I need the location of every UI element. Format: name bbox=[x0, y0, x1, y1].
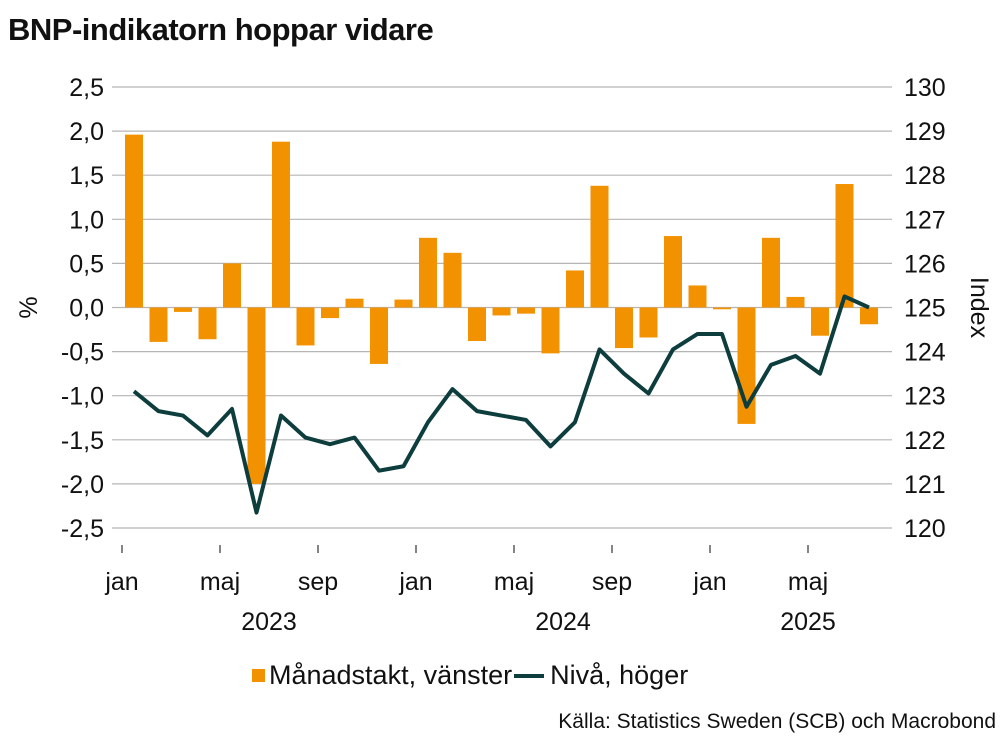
bar bbox=[296, 307, 315, 346]
bar bbox=[517, 307, 535, 314]
bar bbox=[615, 307, 633, 349]
x-month-label: jan bbox=[398, 568, 432, 596]
left-tick-label: 2,5 bbox=[69, 74, 104, 102]
left-tick-label: 1,5 bbox=[69, 162, 104, 190]
left-tick-label: -1,0 bbox=[61, 383, 104, 411]
right-axis-title: Index bbox=[965, 277, 993, 339]
right-tick-label: 125 bbox=[904, 295, 946, 323]
x-year-label: 2023 bbox=[241, 608, 297, 636]
bar bbox=[149, 307, 168, 342]
legend-bar-label: Månadstakt, vänster bbox=[269, 660, 513, 690]
bar bbox=[247, 307, 266, 484]
x-month-label: sep bbox=[298, 568, 338, 596]
bar bbox=[835, 184, 854, 308]
x-month-label: maj bbox=[200, 568, 240, 596]
x-month-label: jan bbox=[104, 568, 138, 596]
left-tick-label: -0,5 bbox=[61, 339, 104, 367]
right-tick-label: 120 bbox=[904, 515, 946, 543]
bar bbox=[443, 252, 462, 308]
bar bbox=[762, 237, 780, 308]
bar bbox=[345, 298, 364, 308]
bar bbox=[223, 263, 241, 308]
series-line-niva bbox=[132, 294, 870, 515]
bar bbox=[590, 185, 609, 308]
bar bbox=[370, 307, 388, 364]
bar bbox=[468, 307, 486, 342]
bar bbox=[566, 270, 584, 308]
right-tick-label: 127 bbox=[904, 206, 946, 234]
legend-line-swatch bbox=[514, 673, 545, 678]
bar bbox=[125, 134, 143, 308]
right-tick-label: 122 bbox=[904, 427, 946, 455]
x-month-label: maj bbox=[494, 568, 534, 596]
bar bbox=[321, 307, 339, 319]
x-month-label: maj bbox=[788, 568, 828, 596]
left-tick-label: 1,0 bbox=[69, 206, 104, 234]
legend-bar-swatch bbox=[252, 669, 265, 682]
left-tick-label: -1,5 bbox=[61, 427, 104, 455]
bar bbox=[713, 307, 731, 310]
bar bbox=[174, 307, 192, 312]
right-tick-label: 129 bbox=[904, 118, 946, 146]
bar bbox=[492, 307, 511, 316]
left-tick-label: 0,5 bbox=[69, 250, 104, 278]
chart-legend: Månadstakt, vänster Nivå, höger bbox=[252, 660, 688, 691]
bar bbox=[198, 307, 217, 340]
left-tick-label: 2,0 bbox=[69, 118, 104, 146]
left-axis-title: % bbox=[15, 296, 43, 318]
bar bbox=[394, 299, 413, 308]
bar bbox=[272, 141, 290, 308]
right-tick-label: 121 bbox=[904, 471, 946, 499]
x-month-label: sep bbox=[592, 568, 632, 596]
bar bbox=[541, 307, 560, 354]
right-tick-label: 124 bbox=[904, 339, 946, 367]
bar bbox=[664, 236, 682, 308]
bar bbox=[860, 307, 878, 325]
right-tick-label: 130 bbox=[904, 74, 946, 102]
bar bbox=[811, 307, 829, 336]
left-tick-label: 0,0 bbox=[69, 295, 104, 323]
bar bbox=[786, 296, 805, 308]
chart-title: BNP-indikatorn hoppar vidare bbox=[8, 12, 434, 47]
bar bbox=[419, 237, 437, 308]
x-year-label: 2024 bbox=[535, 608, 591, 636]
left-tick-label: -2,0 bbox=[61, 471, 104, 499]
source-note: Källa: Statistics Sweden (SCB) och Macro… bbox=[558, 710, 996, 733]
right-tick-label: 126 bbox=[904, 250, 946, 278]
left-tick-label: -2,5 bbox=[61, 515, 104, 543]
bar bbox=[688, 285, 707, 308]
legend-line-label: Nivå, höger bbox=[550, 660, 689, 690]
bar bbox=[639, 307, 658, 338]
x-month-label: jan bbox=[692, 568, 726, 596]
x-year-label: 2025 bbox=[780, 608, 836, 636]
right-tick-label: 123 bbox=[904, 383, 946, 411]
right-tick-label: 128 bbox=[904, 162, 946, 190]
